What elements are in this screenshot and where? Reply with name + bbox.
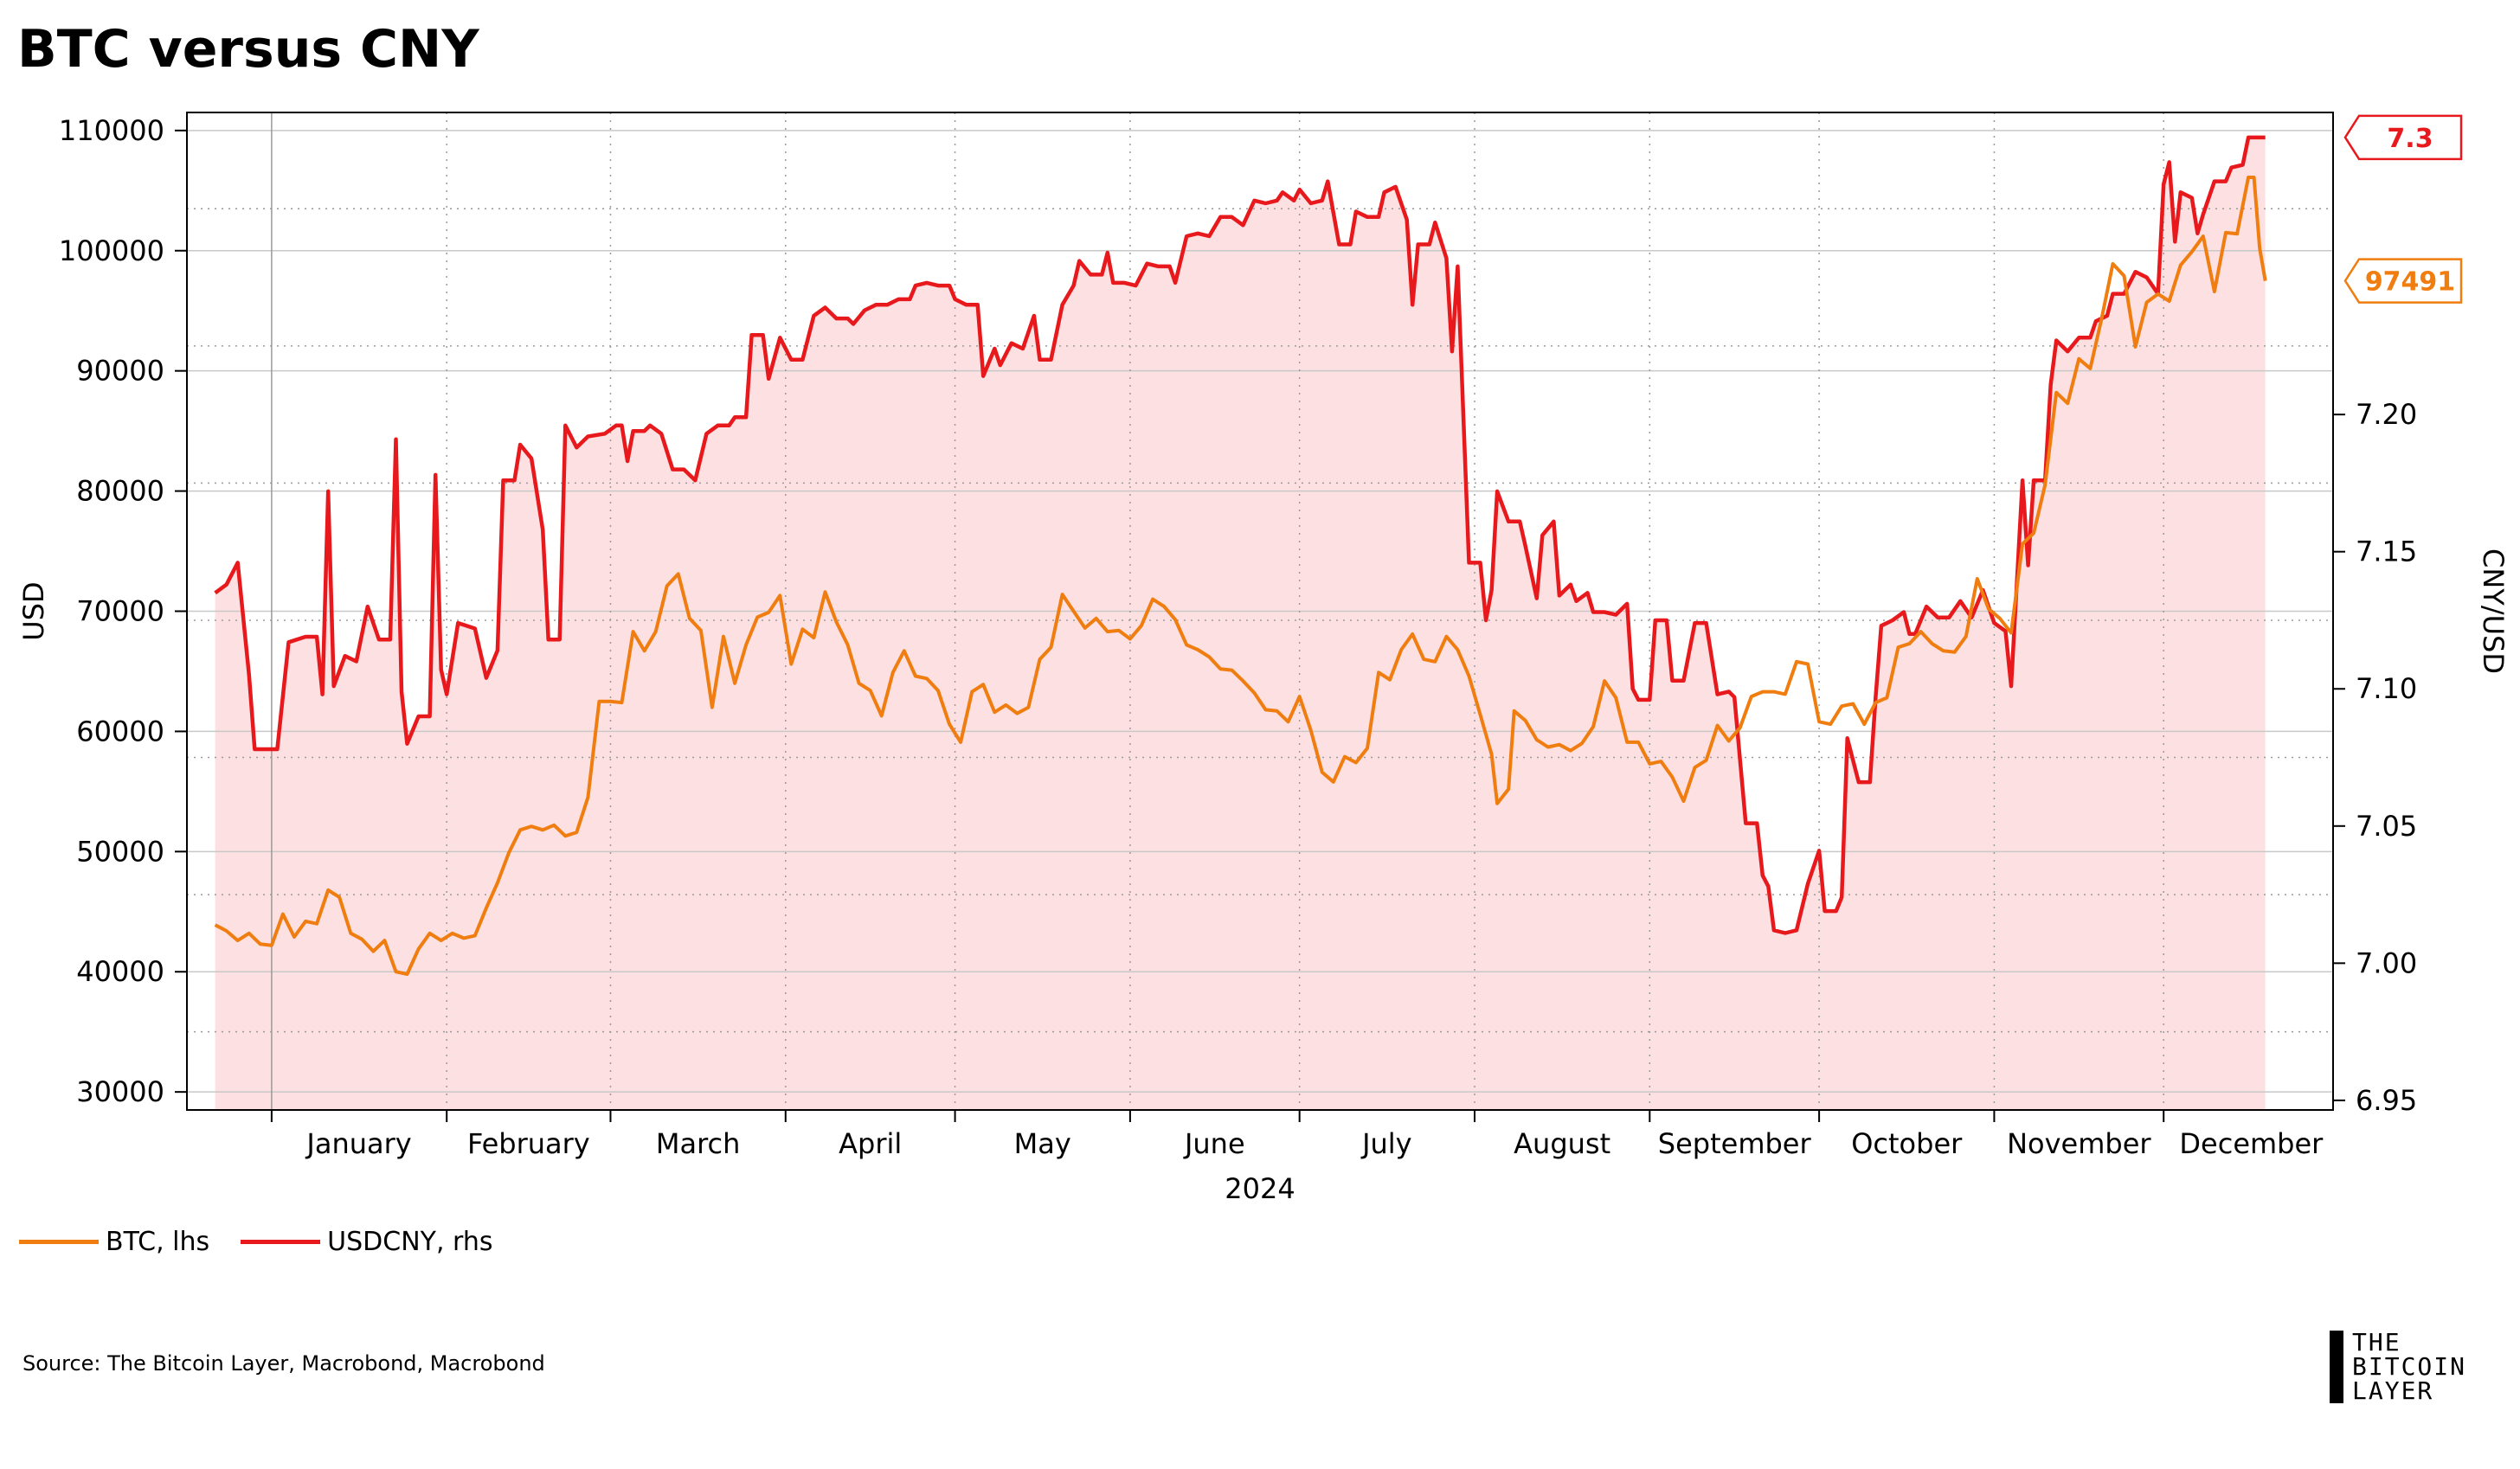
x-tick-label-july: July — [1360, 1127, 1412, 1160]
logo-bar — [2330, 1331, 2343, 1403]
x-tick-label-november: November — [2007, 1127, 2151, 1160]
y-right-axis-label: CNY/USD — [2477, 548, 2510, 674]
x-tick-label-april: April — [839, 1127, 902, 1160]
x-tick-label-march: March — [656, 1127, 741, 1160]
bitcoin-layer-logo: THE BITCOIN LAYER — [2330, 1331, 2466, 1403]
y-right-tick-label-1: 7.00 — [2356, 946, 2417, 979]
x-tick-label-october: October — [1851, 1127, 1963, 1160]
y-right-tick-label-0: 6.95 — [2356, 1084, 2417, 1117]
x-tick-label-may: May — [1014, 1127, 1071, 1160]
y-left-tick-label-4: 70000 — [76, 595, 164, 628]
x-tick-label-august: August — [1514, 1127, 1610, 1160]
btc-last-callout-value: 97491 — [2365, 267, 2455, 298]
y-left-tick-label-2: 50000 — [76, 835, 164, 868]
y-right-tick-label-5: 7.20 — [2356, 398, 2417, 431]
y-left-tick-label-3: 60000 — [76, 715, 164, 747]
legend-label-btc: BTC, lhs — [106, 1227, 210, 1257]
y-left-tick-label-5: 80000 — [76, 475, 164, 508]
y-left-axis-label: USD — [17, 581, 50, 640]
x-tick-label-june: June — [1183, 1127, 1245, 1160]
x-axis-label: 2024 — [1225, 1172, 1295, 1205]
y-right-tick-label-3: 7.10 — [2356, 672, 2417, 705]
y-right-tick-label-2: 7.05 — [2356, 810, 2417, 843]
axes-group: January February March April May June July Augu… — [17, 114, 2510, 1205]
legend-item-btc: BTC, lhs — [19, 1227, 209, 1257]
x-tick-label-december: December — [2179, 1127, 2324, 1160]
usdcny-fill-area — [215, 137, 2266, 1110]
series-lines-group — [214, 135, 2267, 976]
legend-swatch-usdcny — [241, 1240, 321, 1244]
legend-swatch-btc — [19, 1240, 99, 1244]
x-tick-label-february: February — [467, 1127, 590, 1160]
legend-label-usdcny: USDCNY, rhs — [327, 1227, 493, 1257]
y-left-tick-label-0: 30000 — [76, 1075, 164, 1108]
chart-title: BTC versus CNY — [17, 19, 479, 80]
btc-line — [214, 176, 2267, 976]
y-left-tick-label-1: 40000 — [76, 955, 164, 988]
btc-last-callout-box — [2343, 258, 2463, 304]
usdcny-last-callout-box — [2343, 114, 2463, 161]
logo-text: THE BITCOIN LAYER — [2352, 1331, 2466, 1403]
fill-area-group — [215, 137, 2266, 1110]
usdcny-last-callout-value: 7.3 — [2387, 124, 2433, 154]
x-tick-label-september: September — [1658, 1127, 1812, 1160]
y-left-tick-label-7: 100000 — [59, 234, 164, 267]
legend-item-usdcny: USDCNY, rhs — [241, 1227, 493, 1257]
source-note: Source: The Bitcoin Layer, Macrobond, Ma… — [22, 1351, 545, 1376]
usdcny-line — [214, 135, 2266, 935]
legend: BTC, lhs USDCNY, rhs — [19, 1227, 524, 1257]
grid-group — [187, 112, 2333, 1110]
logo-line-1: THE — [2352, 1328, 2401, 1357]
y-right-tick-label-4: 7.15 — [2356, 536, 2417, 568]
x-tick-label-january: January — [305, 1127, 411, 1160]
logo-line-3: LAYER — [2352, 1376, 2434, 1405]
logo-line-2: BITCOIN — [2352, 1352, 2467, 1381]
y-left-tick-label-8: 110000 — [59, 114, 164, 147]
y-left-tick-label-6: 90000 — [76, 355, 164, 388]
value-callouts-group: 7.3 97491 — [2343, 114, 2463, 304]
